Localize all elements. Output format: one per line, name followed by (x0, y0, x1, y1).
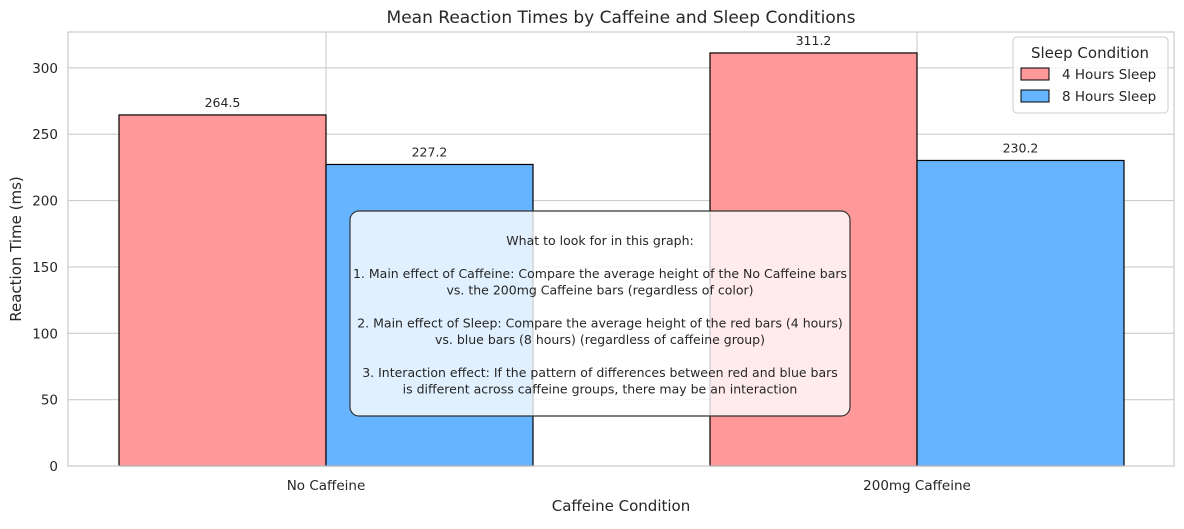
legend-label-4-hours: 4 Hours Sleep (1062, 67, 1156, 83)
annotation-lines: What to look for in this graph: 1. Main e… (353, 233, 847, 397)
legend-box (1012, 36, 1169, 114)
label-layer: 0 50 100 150 200 250 300 No Caffeine 200mg Caffe… (32, 33, 1038, 494)
y-tick-label: 0 (49, 459, 58, 475)
annotation-line: is different across caffeine groups, the… (403, 382, 798, 397)
plot-frame (67, 31, 1175, 467)
annotation-line: vs. the 200mg Caffeine bars (regardless … (447, 283, 754, 298)
y-tick-label: 300 (32, 61, 58, 77)
y-tick-label: 50 (41, 393, 58, 409)
legend: Sleep Condition 4 Hours Sleep 8 Hours Sl… (1012, 36, 1169, 114)
legend-title: Sleep Condition (1031, 44, 1149, 62)
annotation-background (349, 210, 851, 417)
annotation-line: 2. Main effect of Sleep: Compare the ave… (357, 316, 843, 331)
bar-value-label: 227.2 (412, 144, 448, 159)
y-tick-label: 150 (32, 260, 58, 276)
bar-value-label: 230.2 (1003, 140, 1039, 155)
annotation-line: 3. Interaction effect: If the pattern of… (362, 365, 838, 380)
y-axis-label: Reaction Time (ms) (7, 176, 25, 322)
annotation-box: What to look for in this graph: 1. Main e… (349, 210, 851, 417)
x-tick-label: 200mg Caffeine (863, 478, 971, 494)
annotation-line: 1. Main effect of Caffeine: Compare the … (353, 266, 847, 281)
y-tick-label: 250 (32, 127, 58, 143)
chart-title: Mean Reaction Times by Caffeine and Slee… (387, 8, 856, 28)
x-axis-label: Caffeine Condition (552, 497, 690, 515)
bar-value-label: 311.2 (796, 33, 832, 48)
bar-value-label: 264.5 (205, 95, 241, 110)
y-tick-label: 200 (32, 194, 58, 210)
x-tick-label: No Caffeine (287, 478, 366, 494)
annotation-line: What to look for in this graph: (506, 233, 693, 248)
legend-swatch-8-hours (1020, 89, 1050, 103)
annotation-line: vs. blue bars (8 hours) (regardless of c… (435, 332, 765, 347)
bar-8-hours-sleep-200mg-caffeine (916, 159, 1125, 467)
legend-swatch-4-hours (1020, 67, 1050, 81)
legend-label-8-hours: 8 Hours Sleep (1062, 89, 1156, 105)
y-tick-label: 100 (32, 326, 58, 342)
bar-4-hours-sleep-no-caffeine (118, 114, 327, 467)
